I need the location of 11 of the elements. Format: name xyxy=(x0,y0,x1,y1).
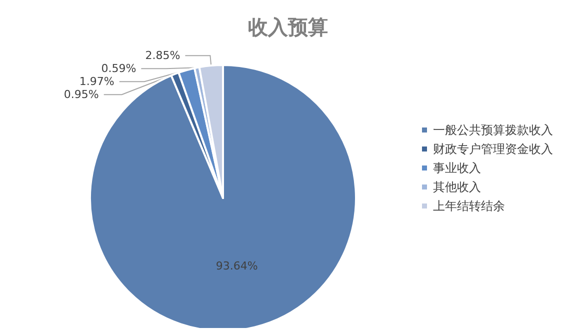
data-label: 0.95% xyxy=(64,88,99,102)
chart-title: 收入预算 xyxy=(248,15,328,39)
legend-label: 上年结转结余 xyxy=(433,199,505,213)
legend-label: 其他收入 xyxy=(433,180,481,194)
data-label: 93.64% xyxy=(216,260,258,273)
data-label: 0.59% xyxy=(101,62,136,76)
legend-label: 一般公共预算拨款收入 xyxy=(433,123,553,137)
data-label: 1.97% xyxy=(79,75,114,88)
legend-label: 财政专户管理资金收入 xyxy=(433,142,553,156)
legend-label: 事业收入 xyxy=(433,161,481,175)
data-label: 2.85% xyxy=(145,49,180,62)
